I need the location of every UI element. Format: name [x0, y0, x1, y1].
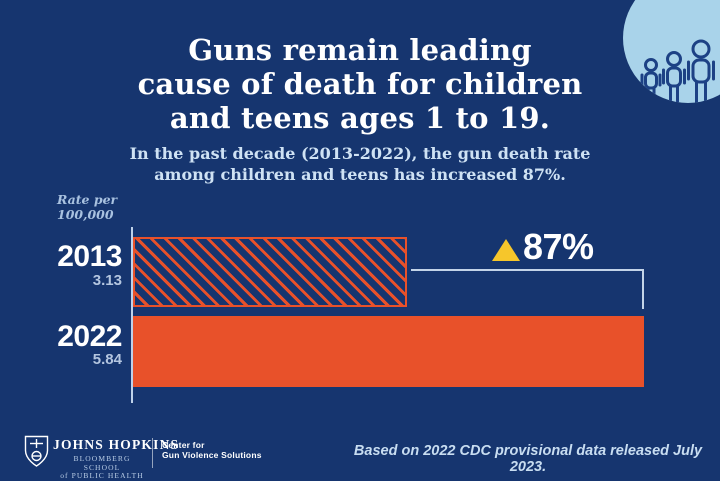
axis-unit-line: Rate per: [57, 192, 118, 207]
jhu-shield-icon: [24, 435, 49, 473]
increase-triangle-icon: [492, 239, 520, 261]
title-line: Guns remain leading: [188, 33, 532, 67]
bar-2022: [133, 316, 644, 387]
category-label-2022: 2022: [57, 320, 122, 353]
page-subtitle: In the past decade (2013-2022), the gun …: [0, 143, 720, 185]
category-label-2013: 2013: [57, 240, 122, 273]
jhu-logo-text: JOHNS HOPKINS BLOOMBERG SCHOOL of PUBLIC…: [53, 437, 179, 481]
page-title: Guns remain leading cause of death for c…: [0, 33, 720, 135]
subtitle-line: among children and teens has increased 8…: [154, 165, 566, 184]
increase-bracket-vertical-line: [642, 269, 644, 309]
increase-annotation: 87%: [492, 226, 594, 268]
jhu-school-line: BLOOMBERG SCHOOL: [73, 454, 131, 472]
jhu-school-name: BLOOMBERG SCHOOL of PUBLIC HEALTH: [57, 454, 147, 481]
y-axis-line: [131, 227, 133, 403]
center-name-line: Gun Violence Solutions: [162, 450, 262, 460]
footer-divider: [152, 438, 153, 468]
jhu-org-name: JOHNS HOPKINS: [53, 437, 180, 452]
source-note: Based on 2022 CDC provisional data relea…: [353, 443, 703, 475]
center-name: Center for Gun Violence Solutions: [162, 440, 262, 460]
value-label-2022: 5.84: [92, 351, 122, 368]
jhu-school-line: of PUBLIC HEALTH: [60, 471, 144, 480]
title-line: and teens ages 1 to 19.: [169, 101, 551, 135]
axis-unit-line: 100,000: [57, 207, 114, 222]
bar-2013: [133, 237, 407, 307]
children-figures-icon: [640, 39, 715, 103]
title-line: cause of death for children: [137, 67, 583, 101]
subtitle-line: In the past decade (2013-2022), the gun …: [129, 144, 591, 163]
value-label-2013: 3.13: [92, 272, 122, 289]
increase-percent-label: 87%: [523, 226, 594, 267]
center-name-line: Center for: [162, 440, 205, 450]
axis-unit-label: Rate per 100,000: [57, 192, 117, 222]
increase-bracket-horizontal-line: [411, 269, 644, 271]
